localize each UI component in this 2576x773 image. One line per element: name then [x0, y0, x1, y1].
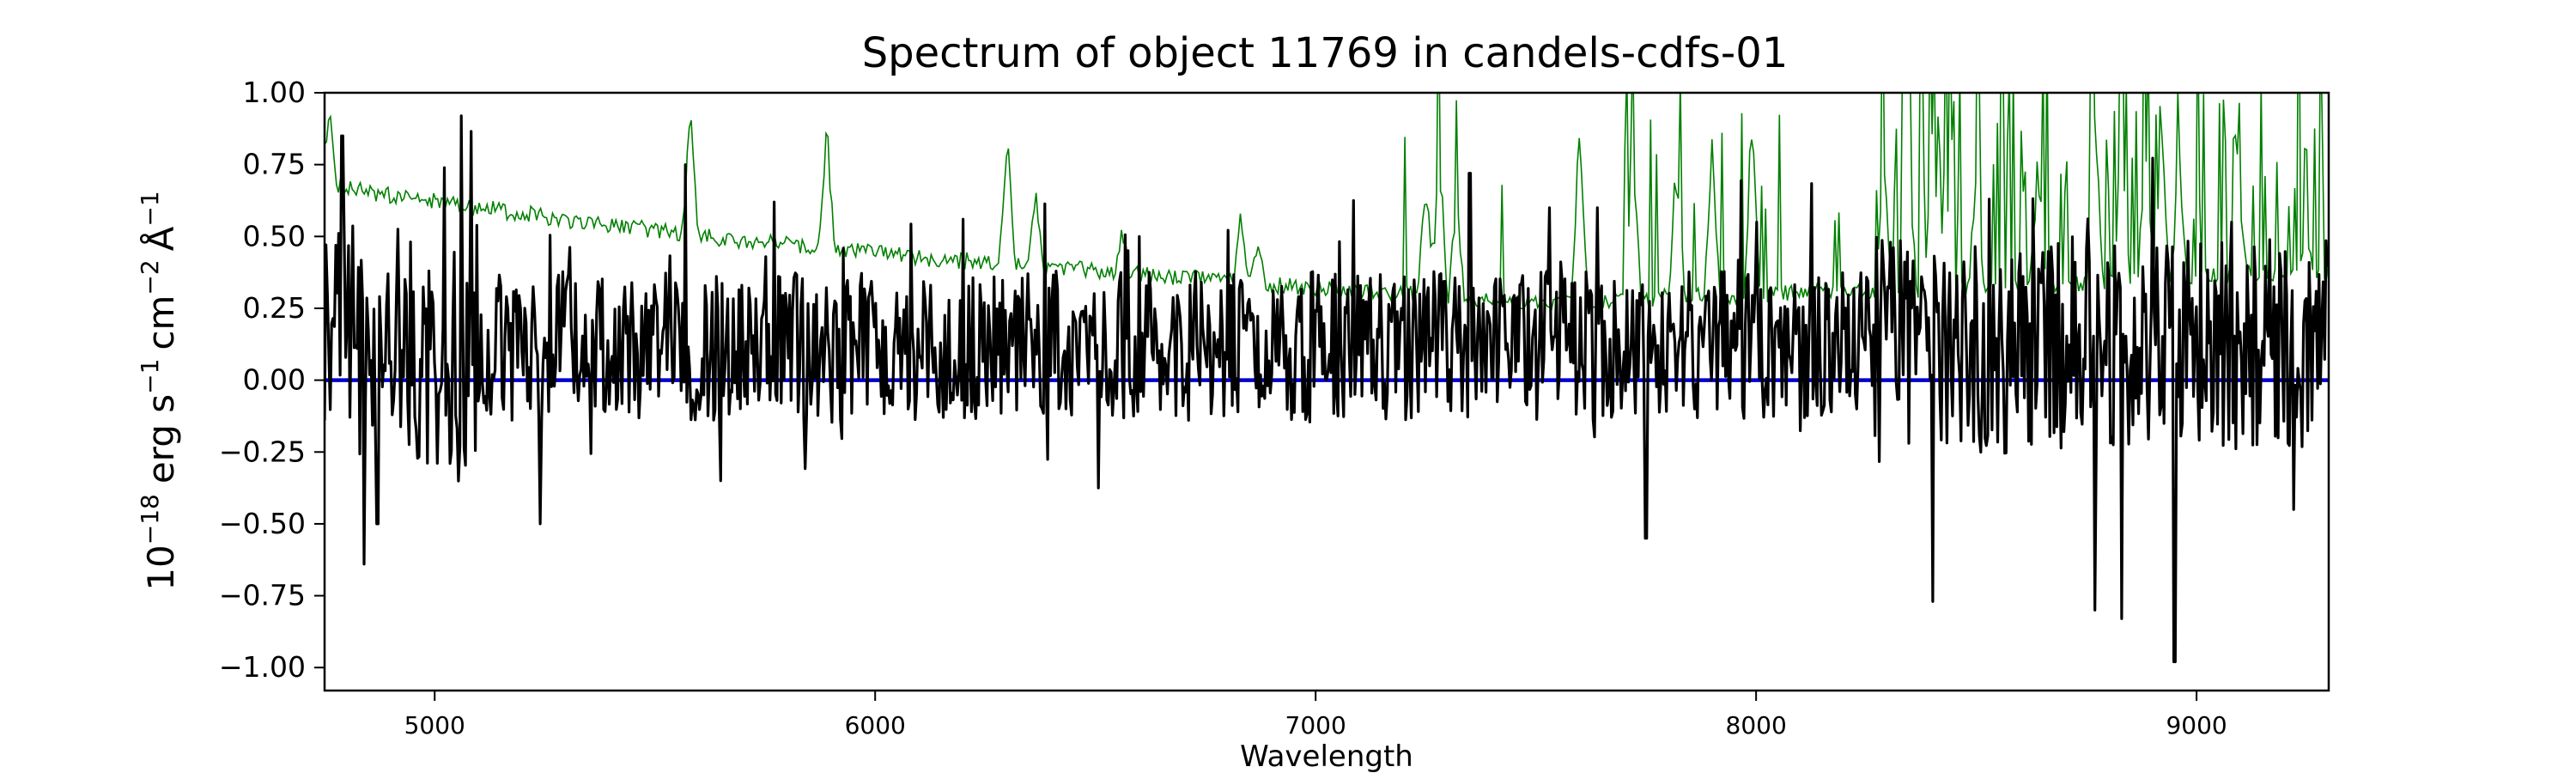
plot-frame [323, 91, 2330, 692]
y-axis-label: 10−18erg s−1cm−2Å−1 [136, 191, 182, 590]
y-tick-label: 0.50 [243, 219, 306, 253]
y-tick-label: 0.75 [243, 148, 306, 181]
y-tick-label: 0.00 [243, 363, 306, 397]
x-tick-label: 6000 [845, 711, 906, 740]
x-tick-label: 5000 [404, 711, 465, 740]
y-tick-label: −0.50 [219, 507, 306, 540]
y-tick-label: 1.00 [243, 76, 306, 109]
y-label-exp1: −1 [136, 359, 164, 394]
y-label-exp3: −1 [136, 191, 164, 226]
y-label-unit2: cm [140, 295, 182, 350]
x-axis-label: Wavelength [1240, 740, 1413, 773]
y-label-exp2: −2 [136, 259, 164, 295]
x-tick-label: 9000 [2166, 711, 2227, 740]
y-tick-label: −0.75 [219, 579, 306, 612]
chart-title: Spectrum of object 11769 in candels-cdfs… [862, 29, 1789, 77]
series-error-line [325, 93, 2329, 312]
y-label-unit3: Å [139, 226, 182, 251]
y-label-unit1: erg s [140, 394, 182, 484]
y-axis: 1.00 0.75 0.50 0.25 0.00 −0.25 −0.50 −0.75 −1.00 [219, 76, 325, 684]
x-axis: 5000 6000 7000 8000 9000 [404, 691, 2227, 740]
x-tick-label: 7000 [1285, 711, 1346, 740]
y-label-exp: −18 [136, 494, 164, 545]
series-layer [325, 93, 2329, 664]
y-label-base: 10 [140, 545, 182, 590]
y-tick-label: 0.25 [243, 291, 306, 325]
y-tick-label: −1.00 [219, 650, 306, 684]
y-tick-label: −0.25 [219, 435, 306, 468]
x-tick-label: 8000 [1726, 711, 1787, 740]
series-flux-line [325, 114, 2329, 664]
